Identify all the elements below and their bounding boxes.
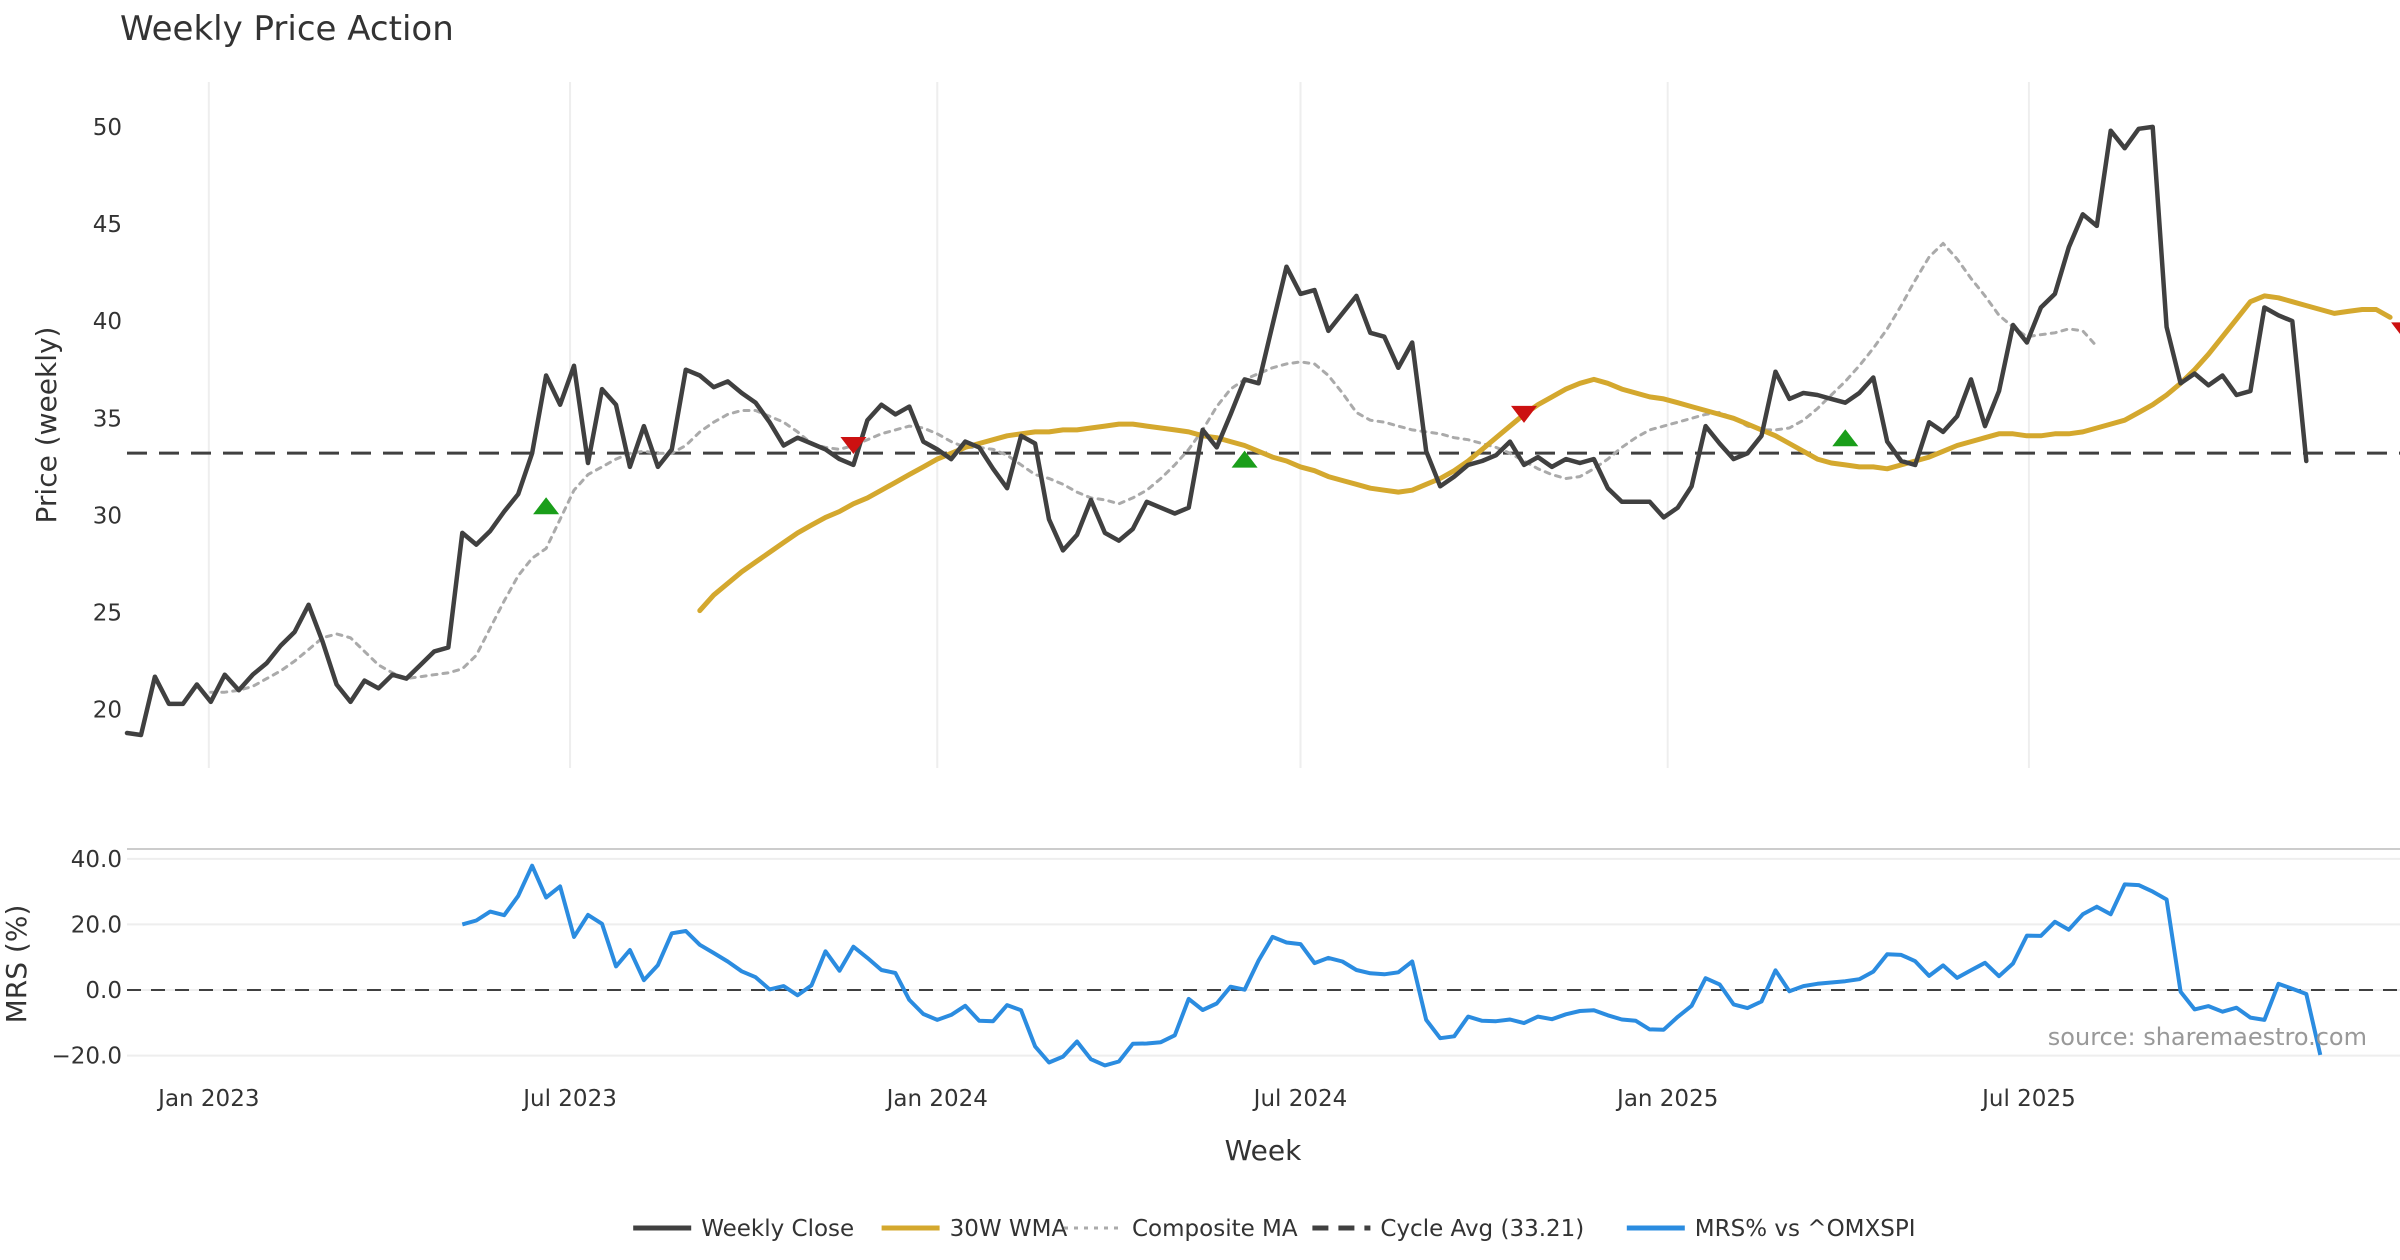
main-y-tick-6: 50 <box>93 115 122 141</box>
sell-signal-3 <box>1511 405 1537 423</box>
x-tick-4: Jan 2025 <box>1615 1086 1718 1112</box>
legend: Weekly Close 30W WMA Composite MA Cycle Avg… <box>633 1216 1916 1242</box>
chart-title: Weekly Price Action <box>120 9 454 49</box>
main-y-tick-0: 20 <box>93 698 122 724</box>
series-weekly-close <box>124 124 2309 738</box>
x-tick-labels: Jan 2023 Jul 2023 Jan 2024 Jul 2024 Jan 2025… <box>156 1086 2076 1112</box>
signal-markers <box>533 322 2400 515</box>
sell-signal-1 <box>840 436 867 454</box>
mrs-y-tick-labels: 40.0 20.0 0.0 −20.0 <box>52 847 122 1070</box>
mrs-y-tick-2: 0.0 <box>85 978 122 1004</box>
mrs-y-tick-0: 40.0 <box>71 847 122 873</box>
x-tick-0: Jan 2023 <box>156 1086 259 1112</box>
sell-signal-5 <box>2391 322 2400 334</box>
mrs-y-tick-3: −20.0 <box>52 1044 122 1070</box>
main-y-tick-labels: 20 25 30 35 40 45 50 <box>93 115 122 724</box>
legend-label-2: Composite MA <box>1132 1216 1298 1242</box>
x-tick-5: Jul 2025 <box>1980 1086 2076 1112</box>
legend-label-0: Weekly Close <box>701 1216 854 1242</box>
mrs-y-axis-label: MRS (%) <box>0 905 33 1024</box>
x-axis-label: Week <box>1225 1134 1302 1167</box>
source-credit: source: sharemaestro.com <box>2048 1023 2367 1051</box>
main-y-axis-label: Price (weekly) <box>30 327 63 524</box>
main-y-tick-1: 25 <box>93 601 122 627</box>
main-y-tick-2: 30 <box>93 503 122 529</box>
legend-label-3: Cycle Avg (33.21) <box>1380 1216 1584 1242</box>
main-y-tick-5: 45 <box>93 212 122 238</box>
x-tick-1: Jul 2023 <box>521 1086 617 1112</box>
mrs-series-lines <box>461 863 2323 1068</box>
main-series-lines <box>124 124 2393 738</box>
buy-signal-2 <box>1231 450 1258 468</box>
buy-signal-4 <box>1832 429 1859 447</box>
series-mrs <box>461 863 2323 1068</box>
series-30w-wma <box>697 293 2393 614</box>
main-gridlines <box>207 82 2030 768</box>
legend-label-4: MRS% vs ^OMXSPI <box>1695 1216 1916 1242</box>
series-composite-ma <box>209 241 2099 694</box>
legend-label-1: 30W WMA <box>950 1216 1068 1242</box>
x-tick-2: Jan 2024 <box>885 1086 988 1112</box>
mrs-y-tick-1: 20.0 <box>71 912 122 938</box>
main-y-tick-4: 40 <box>93 309 122 335</box>
main-y-tick-3: 35 <box>93 406 122 432</box>
buy-signal-0 <box>533 497 560 515</box>
x-tick-3: Jul 2024 <box>1252 1086 1348 1112</box>
